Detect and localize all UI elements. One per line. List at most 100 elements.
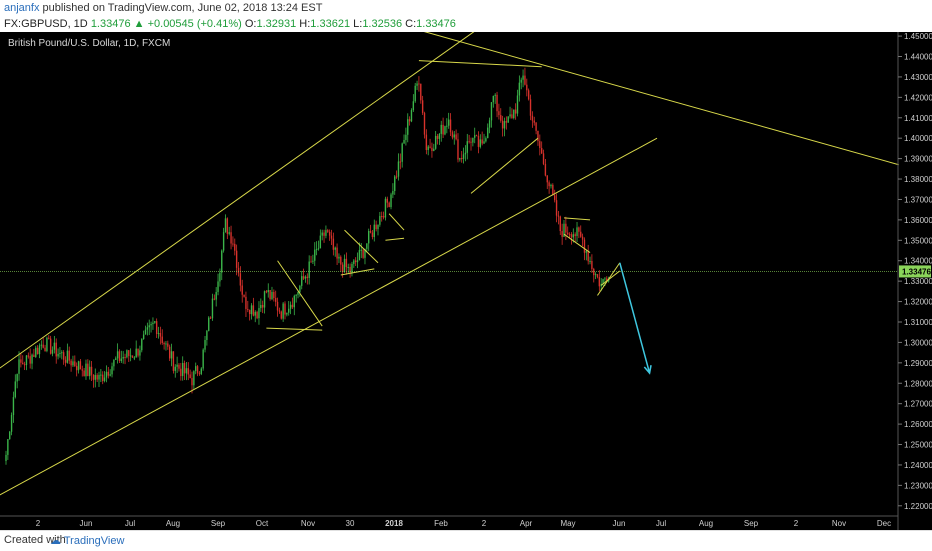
candle-body (596, 274, 599, 277)
candle-body (193, 371, 195, 386)
candle-body (79, 361, 82, 370)
y-tick-label: 1.33000 (904, 277, 932, 286)
candle-body (109, 374, 111, 376)
candle-body (40, 344, 43, 346)
annotations-layer[interactable] (0, 23, 899, 496)
candle-body (552, 184, 554, 196)
candle-body (494, 94, 496, 96)
candle-body (237, 267, 240, 274)
trendline[interactable] (0, 137, 658, 496)
candle-body (593, 268, 595, 276)
trendline[interactable] (470, 137, 539, 194)
candle-body (107, 371, 109, 376)
trendline[interactable] (340, 268, 375, 276)
forecast-arrow-head[interactable] (643, 365, 652, 375)
candle-body (574, 234, 576, 236)
candle-body (328, 231, 331, 236)
candle-body (206, 330, 208, 341)
candle-body (74, 361, 76, 367)
chart-title: British Pound/U.S. Dollar, 1D, FXCM (8, 38, 170, 49)
candle-body (429, 146, 431, 148)
candle-body (66, 350, 69, 363)
candle-body (356, 260, 359, 263)
trendline[interactable] (418, 60, 542, 68)
candle-body (51, 349, 54, 354)
y-tick-label: 1.37000 (904, 195, 932, 204)
candle-body (258, 308, 260, 319)
candle-body (226, 218, 229, 234)
x-tick-label: 2 (482, 519, 487, 528)
candle-body (585, 251, 588, 253)
tradingview-logo[interactable]: ☁ TradingView (50, 534, 124, 547)
candle-body (453, 134, 455, 138)
candle-body (520, 79, 522, 83)
author-link[interactable]: anjanfx (4, 2, 40, 14)
candle-body (129, 355, 132, 357)
candle-body (284, 303, 286, 315)
candle-body (142, 334, 145, 340)
candle-body (102, 374, 104, 382)
candle-body (540, 147, 543, 154)
candle-body (334, 247, 336, 250)
candle-body (537, 130, 539, 142)
candle-body (209, 317, 212, 319)
price-axis[interactable]: 1.45000 1.44000 1.43000 1.42000 1.41000 1.400… (898, 32, 932, 511)
candle-body (20, 359, 22, 363)
candle-body (113, 359, 115, 367)
forecast-arrow-line[interactable] (619, 262, 651, 374)
price-chart[interactable]: British Pound/U.S. Dollar, 1D, FXCM 1.45… (0, 23, 932, 530)
trendline[interactable] (385, 237, 405, 241)
candle-body (174, 366, 176, 371)
trendline[interactable] (344, 229, 379, 264)
trendline[interactable] (396, 23, 899, 166)
candle-body (490, 102, 493, 121)
candle-body (431, 147, 433, 152)
candle-body (516, 95, 519, 114)
candle-body (572, 234, 574, 238)
candle-body (332, 238, 335, 250)
candle-body (295, 294, 297, 296)
candle-body (85, 363, 87, 377)
trendline[interactable] (388, 213, 405, 231)
trendline[interactable] (0, 25, 483, 369)
candle-body (360, 249, 362, 251)
x-tick-label: Aug (166, 519, 180, 528)
candle-body (200, 368, 202, 374)
candle-body (395, 176, 398, 178)
low-label: L: (353, 18, 363, 30)
candle-body (116, 351, 119, 359)
time-axis[interactable]: 2 Jun Jul Aug Sep Oct Nov 30 2018 Feb 2 Apr May Jun Ju… (36, 519, 891, 528)
candle-body (280, 311, 282, 319)
trendline[interactable] (600, 270, 621, 286)
candle-body (260, 305, 262, 309)
candle-body (135, 348, 137, 358)
trendline[interactable] (266, 327, 323, 331)
open-label: O: (244, 18, 257, 30)
candle-body (526, 84, 528, 91)
candle-body (33, 354, 35, 357)
y-tick-label: 1.40000 (904, 134, 932, 143)
candle-body (308, 261, 310, 278)
candle-body (178, 364, 180, 369)
change-value: +0.00545 (+0.41%) (147, 18, 242, 30)
candle-body (434, 135, 437, 149)
trendline[interactable] (563, 233, 591, 253)
candle-body (276, 301, 279, 311)
candle-body (347, 266, 349, 268)
candle-body (70, 360, 72, 366)
candle-body (498, 111, 500, 116)
candle-body (271, 291, 273, 300)
candle-body (170, 351, 173, 359)
candle-body (323, 232, 325, 236)
candle-body (157, 333, 160, 335)
candle-body (535, 122, 537, 131)
candle-body (345, 258, 348, 268)
x-tick-label: 2018 (385, 519, 403, 528)
candle-body (546, 175, 548, 183)
trendline[interactable] (563, 217, 591, 221)
chart-area[interactable]: British Pound/U.S. Dollar, 1D, FXCM 1.45… (0, 23, 932, 530)
candle-body (118, 351, 121, 361)
candle-body (410, 110, 413, 122)
candle-body (293, 295, 295, 308)
created-with-text: Created with (4, 534, 66, 546)
